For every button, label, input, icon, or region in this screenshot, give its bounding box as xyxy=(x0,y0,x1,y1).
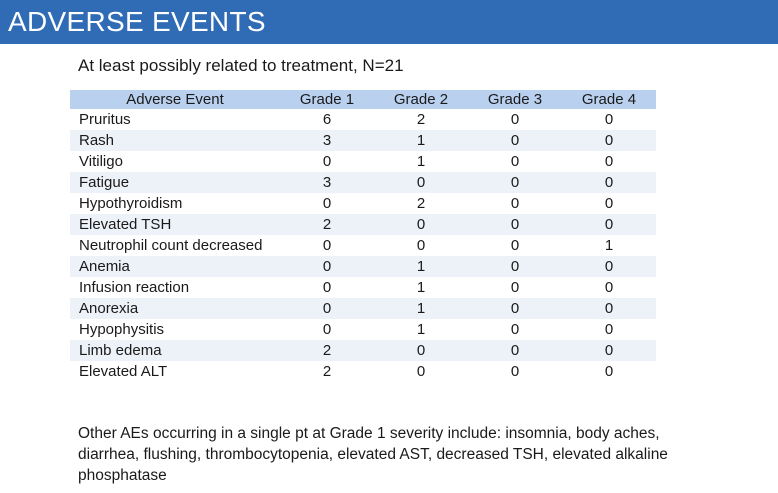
grade-1-count-cell: 6 xyxy=(280,109,374,130)
grade-4-count-cell: 0 xyxy=(562,298,656,319)
grade-1-count-cell: 3 xyxy=(280,172,374,193)
event-name-cell: Fatigue xyxy=(70,172,280,193)
grade-4-count-cell: 0 xyxy=(562,151,656,172)
grade-4-count-cell: 0 xyxy=(562,193,656,214)
grade-4-count-cell: 0 xyxy=(562,130,656,151)
table-row: Pruritus 6 2 0 0 xyxy=(70,109,656,130)
grade-1-count-cell: 0 xyxy=(280,277,374,298)
grade-4-count-cell: 0 xyxy=(562,256,656,277)
grade-2-count-cell: 1 xyxy=(374,256,468,277)
grade-1-count-cell: 0 xyxy=(280,256,374,277)
grade-4-count-cell: 0 xyxy=(562,319,656,340)
grade-4-count-cell: 0 xyxy=(562,277,656,298)
grade-3-count-cell: 0 xyxy=(468,340,562,361)
event-name-cell: Hypothyroidism xyxy=(70,193,280,214)
table-row: Vitiligo 0 1 0 0 xyxy=(70,151,656,172)
event-name-cell: Anorexia xyxy=(70,298,280,319)
grade-4-count-cell: 0 xyxy=(562,340,656,361)
grade-2-count-cell: 2 xyxy=(374,109,468,130)
grade-1-count-cell: 2 xyxy=(280,340,374,361)
table-row: Infusion reaction 0 1 0 0 xyxy=(70,277,656,298)
table-header-row: Adverse Event Grade 1 Grade 2 Grade 3 Gr… xyxy=(70,90,656,109)
grade-3-count-cell: 0 xyxy=(468,193,562,214)
grade-2-count-cell: 1 xyxy=(374,151,468,172)
event-name-cell: Infusion reaction xyxy=(70,277,280,298)
grade-1-count-cell: 0 xyxy=(280,298,374,319)
grade-1-count-cell: 2 xyxy=(280,361,374,382)
event-name-cell: Elevated ALT xyxy=(70,361,280,382)
grade-3-count-cell: 0 xyxy=(468,361,562,382)
grade-2-count-cell: 1 xyxy=(374,319,468,340)
grade-4-count-cell: 0 xyxy=(562,361,656,382)
grade-1-count-cell: 2 xyxy=(280,214,374,235)
grade-3-count-cell: 0 xyxy=(468,214,562,235)
table-row: Elevated TSH 2 0 0 0 xyxy=(70,214,656,235)
event-name-cell: Rash xyxy=(70,130,280,151)
grade-2-count-cell: 0 xyxy=(374,361,468,382)
grade-2-count-cell: 0 xyxy=(374,340,468,361)
event-name-cell: Limb edema xyxy=(70,340,280,361)
grade-3-count-cell: 0 xyxy=(468,130,562,151)
event-name-cell: Neutrophil count decreased xyxy=(70,235,280,256)
grade-2-count-cell: 0 xyxy=(374,235,468,256)
table-row: Hypophysitis 0 1 0 0 xyxy=(70,319,656,340)
grade-3-count-cell: 0 xyxy=(468,109,562,130)
slide-subtitle: At least possibly related to treatment, … xyxy=(78,56,404,75)
grade-2-count-cell: 2 xyxy=(374,193,468,214)
table-row: Fatigue 3 0 0 0 xyxy=(70,172,656,193)
grade-2-count-cell: 1 xyxy=(374,277,468,298)
footnote: Other AEs occurring in a single pt at Gr… xyxy=(78,425,668,484)
table-row: Rash 3 1 0 0 xyxy=(70,130,656,151)
grade-3-count-cell: 0 xyxy=(468,277,562,298)
grade-1-count-cell: 0 xyxy=(280,193,374,214)
grade-2-count-cell: 0 xyxy=(374,172,468,193)
title-bar: ADVERSE EVENTS xyxy=(0,0,778,44)
grade-4-count-cell: 0 xyxy=(562,214,656,235)
grade-4-count-cell: 0 xyxy=(562,109,656,130)
header-grade-2: Grade 2 xyxy=(374,90,468,109)
grade-3-count-cell: 0 xyxy=(468,235,562,256)
table-row: Hypothyroidism 0 2 0 0 xyxy=(70,193,656,214)
grade-3-count-cell: 0 xyxy=(468,172,562,193)
grade-4-count-cell: 1 xyxy=(562,235,656,256)
header-adverse-event: Adverse Event xyxy=(70,90,280,109)
table-body: Pruritus 6 2 0 0 Rash 3 1 0 0 Vitiligo 0 1 0 0 Fatigue 3… xyxy=(70,109,656,382)
header-grade-4: Grade 4 xyxy=(562,90,656,109)
grade-3-count-cell: 0 xyxy=(468,151,562,172)
table-row: Neutrophil count decreased 0 0 0 1 xyxy=(70,235,656,256)
table-row: Anorexia 0 1 0 0 xyxy=(70,298,656,319)
slide-title: ADVERSE EVENTS xyxy=(8,6,266,37)
grade-3-count-cell: 0 xyxy=(468,256,562,277)
event-name-cell: Elevated TSH xyxy=(70,214,280,235)
adverse-events-table-container: Adverse Event Grade 1 Grade 2 Grade 3 Gr… xyxy=(70,90,656,400)
adverse-events-table: Adverse Event Grade 1 Grade 2 Grade 3 Gr… xyxy=(70,90,656,382)
header-grade-1: Grade 1 xyxy=(280,90,374,109)
event-name-cell: Anemia xyxy=(70,256,280,277)
event-name-cell: Pruritus xyxy=(70,109,280,130)
table-row: Limb edema 2 0 0 0 xyxy=(70,340,656,361)
grade-3-count-cell: 0 xyxy=(468,319,562,340)
event-name-cell: Vitiligo xyxy=(70,151,280,172)
event-name-cell: Hypophysitis xyxy=(70,319,280,340)
table-row: Anemia 0 1 0 0 xyxy=(70,256,656,277)
grade-2-count-cell: 0 xyxy=(374,214,468,235)
table-row: Elevated ALT 2 0 0 0 xyxy=(70,361,656,382)
grade-2-count-cell: 1 xyxy=(374,130,468,151)
grade-1-count-cell: 3 xyxy=(280,130,374,151)
grade-4-count-cell: 0 xyxy=(562,172,656,193)
grade-1-count-cell: 0 xyxy=(280,319,374,340)
grade-2-count-cell: 1 xyxy=(374,298,468,319)
header-grade-3: Grade 3 xyxy=(468,90,562,109)
grade-1-count-cell: 0 xyxy=(280,151,374,172)
grade-1-count-cell: 0 xyxy=(280,235,374,256)
grade-3-count-cell: 0 xyxy=(468,298,562,319)
